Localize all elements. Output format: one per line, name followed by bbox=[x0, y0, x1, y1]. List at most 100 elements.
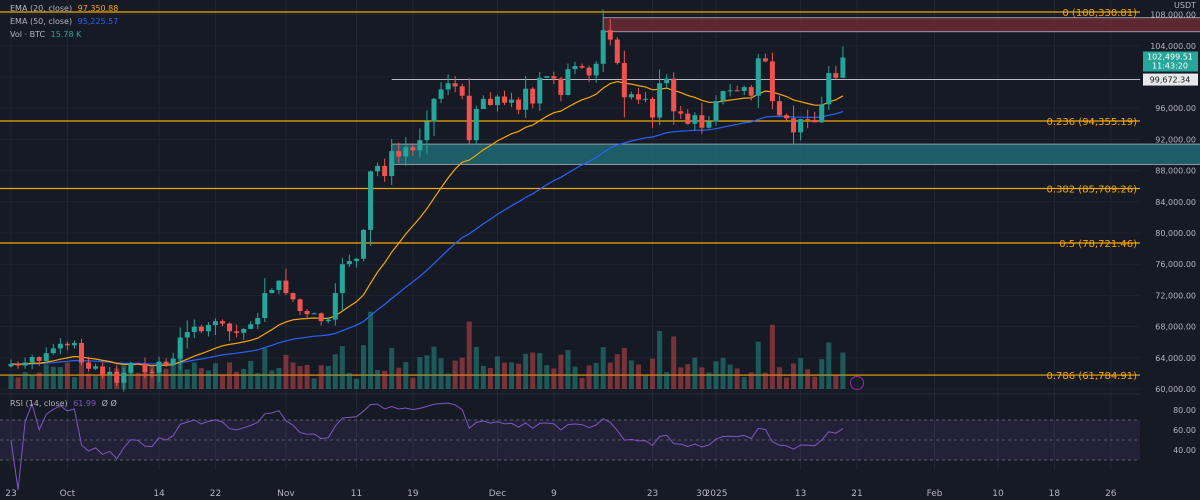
candle-body bbox=[389, 151, 395, 177]
candle-body bbox=[784, 115, 789, 119]
candle-body bbox=[699, 115, 705, 128]
candle-body bbox=[114, 371, 120, 383]
volume-bar bbox=[71, 377, 77, 389]
price-tick-label: 108,000.00 bbox=[1150, 11, 1196, 20]
volume-bar bbox=[621, 347, 627, 389]
candle-body bbox=[304, 311, 310, 315]
candle-body bbox=[487, 98, 493, 106]
candle-body bbox=[769, 61, 775, 102]
candle-body bbox=[593, 63, 599, 76]
candle-body bbox=[635, 94, 641, 100]
candle-body bbox=[177, 337, 183, 359]
rsi-label: RSI (14, close) bbox=[10, 399, 68, 408]
candle-body bbox=[826, 73, 832, 105]
candle-body bbox=[755, 58, 761, 96]
candle-body bbox=[269, 289, 275, 294]
time-tick-label: 10 bbox=[992, 489, 1004, 499]
candle-body bbox=[544, 76, 550, 78]
volume-bar bbox=[107, 372, 113, 389]
time-tick-label: 30 bbox=[696, 489, 708, 499]
candle-body bbox=[361, 229, 366, 259]
candle-body bbox=[424, 121, 430, 141]
candle-body bbox=[410, 147, 416, 151]
volume-bar bbox=[664, 372, 670, 389]
volume-bar bbox=[410, 377, 416, 389]
candle-body bbox=[558, 78, 564, 95]
rsi-legend[interactable]: RSI (14, close) 61.99 Ø Ø bbox=[10, 399, 117, 408]
candle-body bbox=[494, 96, 500, 106]
candle-body bbox=[325, 319, 331, 322]
price-tick-label: 60,000.00 bbox=[1155, 385, 1196, 394]
candle-body bbox=[727, 90, 733, 92]
candle-body bbox=[762, 58, 768, 62]
candle-body bbox=[459, 86, 465, 96]
volume-bar bbox=[431, 346, 437, 389]
candle-body bbox=[692, 115, 698, 124]
candlesticks[interactable] bbox=[8, 9, 846, 392]
last-price-tag bbox=[1143, 51, 1198, 72]
volume-bar bbox=[262, 348, 268, 389]
candle-body bbox=[396, 151, 402, 157]
candle-body bbox=[572, 66, 578, 70]
volume-bar bbox=[15, 377, 21, 389]
volume-bar bbox=[635, 364, 641, 389]
volume-bar bbox=[791, 363, 797, 389]
candle-body bbox=[657, 83, 663, 118]
volume-bar bbox=[523, 353, 529, 389]
volume-bar bbox=[234, 371, 240, 389]
volume-bar bbox=[769, 324, 775, 389]
volume-bar bbox=[424, 355, 430, 389]
ema50-legend[interactable]: EMA (50, close) 95,225.57 bbox=[10, 17, 118, 26]
volume-legend[interactable]: Vol · BTC 15.78 K bbox=[10, 30, 81, 39]
volume-bar bbox=[798, 358, 804, 389]
volume-bar bbox=[36, 372, 42, 389]
candle-body bbox=[71, 342, 77, 346]
volume-bar bbox=[502, 362, 507, 389]
ema20-line bbox=[10, 80, 844, 367]
candle-body bbox=[57, 343, 63, 349]
candle-body bbox=[22, 362, 28, 366]
marker-price-text: 99,672.34 bbox=[1150, 76, 1191, 85]
time-tick-label: Oct bbox=[60, 489, 76, 499]
volume-bar bbox=[628, 360, 634, 389]
candle-body bbox=[234, 331, 240, 333]
last-price-text: 102,499.51 bbox=[1147, 53, 1193, 62]
price-tick-label: 72,000.00 bbox=[1155, 291, 1196, 300]
ema20-legend[interactable]: EMA (20, close) 97,350.88 bbox=[10, 4, 118, 13]
volume-bar bbox=[276, 367, 282, 389]
candle-body bbox=[100, 366, 106, 375]
volume-bar bbox=[650, 358, 656, 389]
fib-label: 0.382 (85,709.26) bbox=[1046, 184, 1137, 195]
candle-body bbox=[375, 165, 381, 172]
candle-body bbox=[706, 121, 712, 128]
rsi-tick-label: 80.00 bbox=[1173, 406, 1196, 415]
volume-bar bbox=[417, 357, 423, 389]
volume-bar bbox=[812, 376, 818, 389]
candle-body bbox=[516, 99, 522, 110]
volume-bar bbox=[819, 359, 825, 389]
candle-body bbox=[79, 342, 84, 363]
candle-body bbox=[791, 118, 797, 133]
price-tick-label: 80,000.00 bbox=[1155, 229, 1196, 238]
support-zone bbox=[391, 143, 1200, 165]
candle-body bbox=[368, 171, 374, 230]
volume-bar bbox=[833, 374, 839, 389]
volume-bar bbox=[776, 367, 782, 389]
candle-body bbox=[382, 165, 388, 177]
time-tick-label: 23 bbox=[5, 489, 16, 499]
candle-body bbox=[776, 101, 782, 116]
candle-body bbox=[734, 90, 740, 92]
volume-bar bbox=[269, 370, 275, 389]
price-tick-label: 96,000.00 bbox=[1155, 104, 1196, 113]
candle-body bbox=[339, 264, 345, 294]
rsi-pane bbox=[0, 402, 1140, 491]
indicator-settings-icon[interactable] bbox=[850, 376, 864, 390]
rsi-tick-label: 40.00 bbox=[1173, 446, 1196, 455]
candle-body bbox=[537, 77, 543, 104]
time-tick-label: Dec bbox=[489, 489, 506, 499]
candle-body bbox=[664, 78, 670, 84]
volume-bar bbox=[396, 367, 402, 389]
candle-body bbox=[276, 280, 282, 290]
